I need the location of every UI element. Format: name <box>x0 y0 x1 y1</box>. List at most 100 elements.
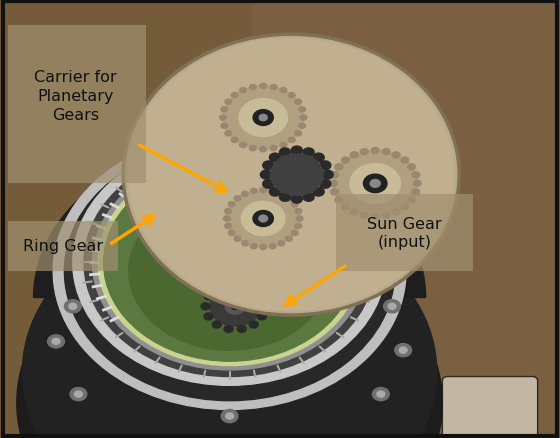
Circle shape <box>223 87 304 150</box>
Circle shape <box>204 293 213 300</box>
Circle shape <box>260 84 267 89</box>
Circle shape <box>258 313 267 320</box>
Circle shape <box>279 148 291 157</box>
Circle shape <box>221 107 227 113</box>
Wedge shape <box>34 145 426 298</box>
Ellipse shape <box>123 35 459 315</box>
Circle shape <box>269 189 276 194</box>
Circle shape <box>249 321 258 328</box>
Text: Ring Gear: Ring Gear <box>22 239 103 254</box>
Circle shape <box>313 188 324 197</box>
Circle shape <box>270 85 277 90</box>
Circle shape <box>303 148 314 157</box>
Circle shape <box>92 155 367 370</box>
Circle shape <box>280 143 287 148</box>
Circle shape <box>212 321 221 328</box>
Circle shape <box>288 93 295 99</box>
Circle shape <box>104 164 356 361</box>
Circle shape <box>335 197 343 203</box>
Circle shape <box>260 171 272 180</box>
Circle shape <box>224 280 233 287</box>
Circle shape <box>129 193 330 350</box>
Circle shape <box>384 300 400 313</box>
Circle shape <box>201 303 210 310</box>
Circle shape <box>372 388 389 401</box>
Circle shape <box>234 237 241 242</box>
Circle shape <box>295 209 302 214</box>
Circle shape <box>249 285 258 292</box>
Circle shape <box>291 231 298 236</box>
Circle shape <box>225 299 245 314</box>
Circle shape <box>249 146 256 152</box>
Circle shape <box>399 347 407 353</box>
Circle shape <box>382 212 390 219</box>
FancyBboxPatch shape <box>8 26 146 184</box>
Circle shape <box>249 85 256 90</box>
Circle shape <box>22 210 437 438</box>
Circle shape <box>335 165 343 171</box>
Ellipse shape <box>129 39 454 311</box>
Circle shape <box>401 158 409 164</box>
Circle shape <box>69 304 77 310</box>
Circle shape <box>259 215 268 223</box>
Circle shape <box>231 304 239 310</box>
Circle shape <box>259 115 267 121</box>
Circle shape <box>231 93 238 99</box>
Circle shape <box>408 197 416 203</box>
Circle shape <box>371 214 379 220</box>
Circle shape <box>408 165 416 171</box>
Circle shape <box>98 160 361 366</box>
Circle shape <box>231 138 238 143</box>
Circle shape <box>351 152 358 159</box>
Circle shape <box>382 149 390 155</box>
Circle shape <box>291 202 298 208</box>
Circle shape <box>313 154 324 162</box>
Circle shape <box>361 149 368 155</box>
Circle shape <box>401 204 409 210</box>
Circle shape <box>320 180 331 189</box>
Circle shape <box>363 175 387 193</box>
Circle shape <box>70 388 87 401</box>
Circle shape <box>253 110 273 126</box>
Circle shape <box>412 189 419 195</box>
Circle shape <box>270 155 323 196</box>
Circle shape <box>48 335 64 348</box>
Circle shape <box>64 142 395 401</box>
Circle shape <box>250 189 257 194</box>
Circle shape <box>296 216 303 222</box>
Circle shape <box>240 88 246 94</box>
Circle shape <box>303 193 314 202</box>
Circle shape <box>333 151 417 217</box>
Circle shape <box>73 140 386 385</box>
Circle shape <box>350 164 400 204</box>
Circle shape <box>270 146 277 152</box>
Circle shape <box>269 244 276 249</box>
Circle shape <box>84 149 375 377</box>
Circle shape <box>278 192 284 197</box>
Circle shape <box>370 180 380 188</box>
Bar <box>0 0 252 438</box>
Circle shape <box>392 152 400 159</box>
Circle shape <box>331 173 339 179</box>
Circle shape <box>320 162 331 170</box>
Circle shape <box>241 202 285 236</box>
Circle shape <box>295 100 301 105</box>
Circle shape <box>392 209 400 215</box>
Circle shape <box>300 116 307 121</box>
Circle shape <box>388 304 396 310</box>
Circle shape <box>269 154 281 162</box>
Circle shape <box>331 189 339 195</box>
Circle shape <box>295 131 301 137</box>
Circle shape <box>260 245 267 250</box>
Circle shape <box>322 171 333 180</box>
Circle shape <box>253 211 273 227</box>
Circle shape <box>377 391 385 397</box>
Circle shape <box>342 204 349 210</box>
Circle shape <box>227 191 300 247</box>
Circle shape <box>240 143 246 148</box>
Circle shape <box>225 131 232 137</box>
Circle shape <box>225 209 231 214</box>
Circle shape <box>239 99 287 137</box>
Circle shape <box>210 287 260 326</box>
Circle shape <box>412 173 419 179</box>
